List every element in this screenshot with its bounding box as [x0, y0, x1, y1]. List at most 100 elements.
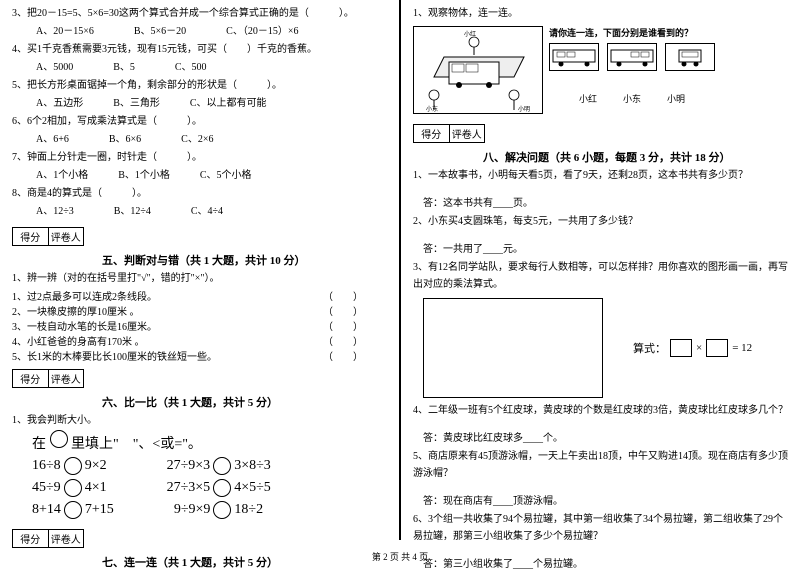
matching-prompt: 请你连一连，下面分别是谁看到的？: [549, 26, 715, 39]
blank-box-2: [706, 339, 728, 357]
compare-1: 16÷89×2: [32, 457, 107, 475]
tf-paren: （ ）: [323, 333, 363, 348]
car-view-2: [607, 43, 657, 71]
q8-1: 1、一本故事书，小明每天看5页，看了9天，还剩28页，这本书共有多少页？: [413, 167, 788, 184]
c2a: 27÷9×3: [167, 458, 211, 474]
tf-1-text: 1、过2点最多可以连成2条线段。: [12, 288, 157, 303]
label-xiaohong: 小红: [464, 29, 476, 38]
van-side-icon: [551, 46, 597, 68]
section-6-intro: 1、我会判断大小。: [12, 412, 387, 429]
question-4-options: A、5000 B、5 C、500: [12, 59, 387, 76]
multiply-sign: ×: [696, 342, 702, 354]
c5b: 7+15: [85, 502, 114, 518]
blank-box-1: [670, 339, 692, 357]
section-8-title: 八、解决问题（共 6 小题，每题 3 分，共计 18 分）: [483, 149, 731, 165]
tf-paren: （ ）: [323, 288, 363, 303]
compare-6: 9÷9×9 18÷2: [174, 501, 263, 519]
car-views-row: [549, 43, 715, 71]
question-6-options: A、6+6 B、6×6 C、2×6: [12, 131, 387, 148]
c3a: 45÷9: [32, 480, 61, 496]
q8-4: 4、二年级一班有5个红皮球，黄皮球的个数是红皮球的3倍，黄皮球比红皮球多几个？: [413, 402, 788, 419]
tf-5-text: 5、长1米的木棒要比长100厘米的铁丝短一些。: [12, 348, 217, 363]
van-side-b-icon: [609, 46, 655, 68]
a8-1: 答：这本书共有____页。: [413, 195, 788, 212]
question-3: 3、把20－15=5、5×6=30这两个算式合并成一个综合算式正确的是（ ）。: [12, 5, 387, 22]
tf-paren: （ ）: [323, 348, 363, 363]
q7-1: 1、观察物体，连一连。: [413, 5, 788, 22]
question-8-options: A、12÷3 B、12÷4 C、4÷4: [12, 203, 387, 220]
c3b: 4×1: [85, 480, 107, 496]
section-5-title: 五、判断对与错（共 1 大题，共计 10 分）: [102, 252, 306, 268]
a8-2: 答：一共用了____元。: [413, 241, 788, 258]
label-xiaohong: 小红: [579, 92, 597, 105]
c4b: 4×5÷5: [234, 480, 271, 496]
score-row-7: 得分 评卷人: [12, 523, 387, 551]
c6a: 9÷9×9: [174, 502, 211, 518]
question-3-options: A、20－15×6 B、5×6－20 C、（20－15）×6: [12, 23, 387, 40]
grader-label: 评卷人: [49, 370, 84, 387]
c4a: 27÷3×5: [167, 480, 211, 496]
right-column: 1、观察物体，连一连。 小红 小东: [401, 0, 800, 545]
van-scene-icon: [414, 27, 542, 113]
label-xiaoming-scene: 小明: [518, 104, 530, 113]
score-box: 得分 评卷人: [12, 369, 84, 388]
left-column: 3、把20－15=5、5×6=30这两个算式合并成一个综合算式正确的是（ ）。 …: [0, 0, 399, 545]
car-view-1: [549, 43, 599, 71]
circle-icon: [64, 501, 82, 519]
compare-5: 8+147+15: [32, 501, 114, 519]
tf-3: 3、一枝自动水笔的长是16厘米。（ ）: [12, 318, 387, 333]
circle-icon: [50, 430, 68, 448]
score-row-6: 得分 评卷人: [12, 363, 387, 391]
a8-5: 答：现在商店有____顶游泳帽。: [413, 493, 788, 510]
image-matching-area: 小红 小东 小明 请你连: [413, 26, 788, 114]
q8-3: 3、有12名同学站队，要求每行人数相等，可以怎样排？用你喜欢的图形画一画，再写出…: [413, 259, 788, 293]
question-7-options: A、1个小格 B、1个小格 C、5个小格: [12, 167, 387, 184]
tf-5: 5、长1米的木棒要比长100厘米的铁丝短一些。 （ ）: [12, 348, 387, 363]
grader-label: 评卷人: [49, 228, 84, 245]
q8-5: 5、商店原来有45顶游泳帽，一天上午卖出18顶，中午又购进14顶。现在商店有多少…: [413, 448, 788, 482]
page-container: 3、把20－15=5、5×6=30这两个算式合并成一个综合算式正确的是（ ）。 …: [0, 0, 800, 545]
score-label: 得分: [414, 125, 450, 142]
compare-3: 45÷9 4×1: [32, 479, 107, 497]
compare-row-1: 16÷89×2 27÷9×3 3×8÷3: [32, 457, 387, 475]
car-views-column: 请你连一连，下面分别是谁看到的？ 小红 小东 小明: [549, 26, 715, 105]
score-row-8: 得分 评卷人: [413, 118, 788, 146]
score-box: 得分 评卷人: [413, 124, 485, 143]
grader-label: 评卷人: [450, 125, 485, 142]
drawing-box: [423, 298, 603, 398]
tf-2-text: 2、一块橡皮擦的厚10厘米 。: [12, 303, 140, 318]
label-xiaoming: 小明: [667, 92, 685, 105]
scene-illustration: 小红 小东 小明: [413, 26, 543, 114]
label-xiaodong: 小东: [623, 92, 641, 105]
c1b: 9×2: [85, 458, 107, 474]
compare-4: 27÷3×5 4×5÷5: [167, 479, 271, 497]
q8-6: 6、3个组一共收集了94个易拉罐，其中第一组收集了34个易拉罐，第二组收集了29…: [413, 511, 788, 545]
question-5-options: A、五边形 B、三角形 C、以上都有可能: [12, 95, 387, 112]
tf-4-text: 4、小红爸爸的身高有170米 。: [12, 333, 145, 348]
question-8: 8、商是4的算式是（ ）。: [12, 185, 387, 202]
c2b: 3×8÷3: [234, 458, 271, 474]
score-row-5: 得分 评卷人: [12, 221, 387, 249]
question-5: 5、把长方形桌面锯掉一个角，剩余部分的形状是（ ）。: [12, 77, 387, 94]
compare-header: 在 里填上" "、<或="。: [32, 430, 387, 453]
page-footer: 第 2 页 共 4 页: [0, 550, 800, 563]
circle-icon: [64, 457, 82, 475]
score-box: 得分 评卷人: [12, 529, 84, 548]
q8-3-work-area: 算式： × = 12: [413, 294, 788, 402]
car-labels: 小红 小东 小明: [549, 92, 715, 105]
score-label: 得分: [13, 530, 49, 547]
score-label: 得分: [13, 228, 49, 245]
tf-2: 2、一块橡皮擦的厚10厘米 。 （ ）: [12, 303, 387, 318]
label-xiaodong-scene: 小东: [426, 104, 438, 113]
q8-2: 2、小东买4支圆珠笔，每支5元，一共用了多少钱？: [413, 213, 788, 230]
tf-1: 1、过2点最多可以连成2条线段。 （ ）: [12, 288, 387, 303]
van-front-icon: [667, 46, 713, 68]
question-4: 4、买1千克香蕉需要3元钱，现有15元钱，可买（ ）千克的香蕉。: [12, 41, 387, 58]
car-view-3: [665, 43, 715, 71]
section-6-title: 六、比一比（共 1 大题，共计 5 分）: [102, 394, 278, 410]
compare-row-2: 45÷9 4×1 27÷3×5 4×5÷5: [32, 479, 387, 497]
question-7: 7、钟面上分针走一圈，时针走（ ）。: [12, 149, 387, 166]
c6b: 18÷2: [234, 502, 263, 518]
tf-3-text: 3、一枝自动水笔的长是16厘米。: [12, 318, 157, 333]
tf-paren: （ ）: [323, 303, 363, 318]
